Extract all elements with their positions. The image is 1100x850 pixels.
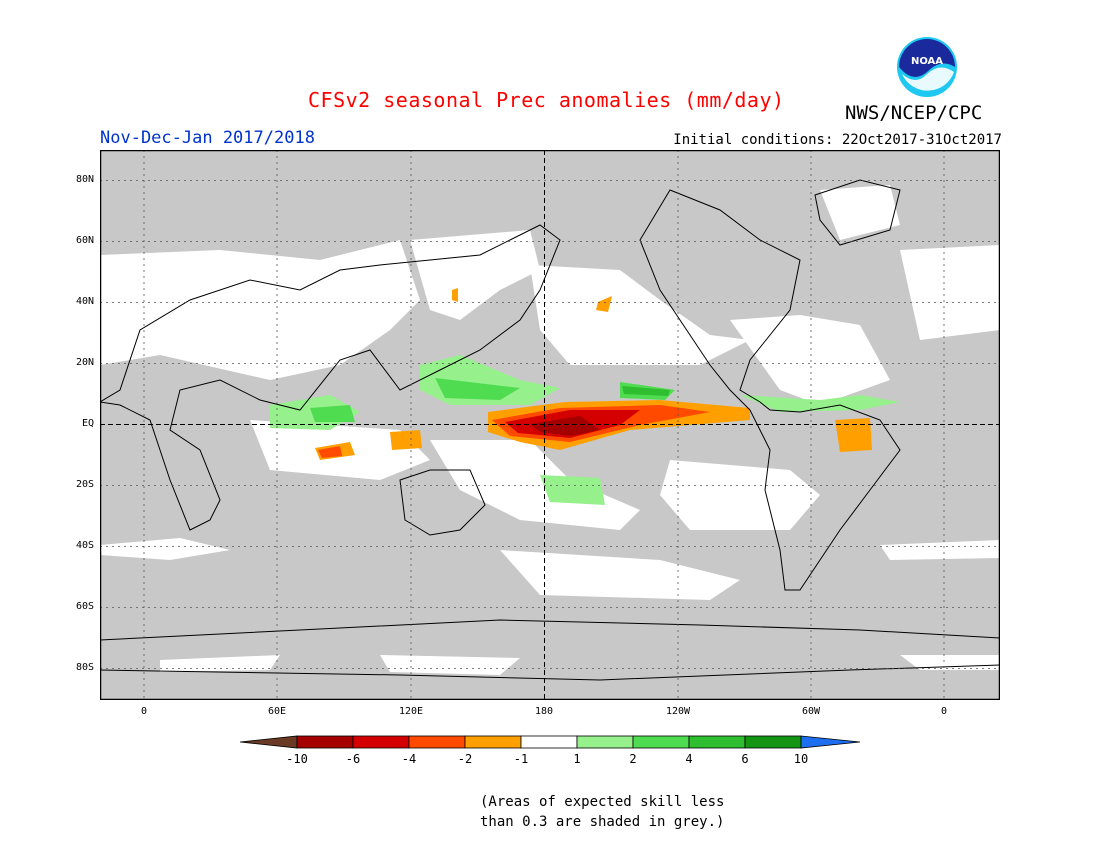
legend-label: -6 bbox=[345, 752, 361, 766]
legend-label: 10 bbox=[793, 752, 809, 766]
lon-label-60w: 60W bbox=[801, 706, 821, 717]
legend-label: 4 bbox=[685, 752, 693, 766]
legend-swatch bbox=[296, 735, 354, 749]
legend-swatch bbox=[576, 735, 634, 749]
lon-label-0-east: 0 bbox=[940, 706, 948, 717]
lon-label-0: 0 bbox=[140, 706, 148, 717]
season-label: Nov-Dec-Jan 2017/2018 bbox=[100, 128, 315, 148]
legend-swatch bbox=[632, 735, 690, 749]
legend-swatch-max bbox=[800, 735, 860, 749]
legend-swatch bbox=[408, 735, 466, 749]
legend-label: 6 bbox=[741, 752, 749, 766]
legend-swatch bbox=[520, 735, 578, 749]
legend-label: 2 bbox=[629, 752, 637, 766]
chart-title: CFSv2 seasonal Prec anomalies (mm/day) bbox=[308, 88, 785, 112]
lat-label-20s: 20S bbox=[75, 479, 94, 490]
skill-note: (Areas of expected skill less than 0.3 a… bbox=[480, 792, 724, 832]
legend-label: -1 bbox=[513, 752, 529, 766]
lat-label-40n: 40N bbox=[75, 296, 94, 307]
lat-label-80n: 80N bbox=[75, 174, 94, 185]
lon-label-120e: 120E bbox=[398, 706, 424, 717]
lat-label-60n: 60N bbox=[75, 235, 94, 246]
lon-label-180: 180 bbox=[534, 706, 554, 717]
legend-label: -2 bbox=[457, 752, 473, 766]
skill-note-line-1: (Areas of expected skill less bbox=[480, 794, 725, 810]
lon-label-120w: 120W bbox=[665, 706, 691, 717]
legend-swatch bbox=[464, 735, 522, 749]
legend-label: -4 bbox=[401, 752, 417, 766]
lat-label-eq: EQ bbox=[81, 418, 94, 429]
lon-label-60e: 60E bbox=[267, 706, 287, 717]
lat-label-80s: 80S bbox=[75, 662, 94, 673]
legend-label: 1 bbox=[573, 752, 581, 766]
lat-label-60s: 60S bbox=[75, 601, 94, 612]
legend-label: -10 bbox=[286, 752, 308, 766]
legend-swatch bbox=[744, 735, 802, 749]
precip-anomaly-map bbox=[100, 150, 1000, 700]
initial-conditions-label: Initial conditions: 22Oct2017-31Oct2017 bbox=[673, 132, 1002, 148]
logo-text: NOAA bbox=[911, 56, 943, 67]
legend-swatch bbox=[688, 735, 746, 749]
skill-note-line-2: than 0.3 are shaded in grey.) bbox=[480, 814, 725, 830]
noaa-logo: NOAA bbox=[896, 36, 958, 98]
legend-color-bar bbox=[240, 735, 860, 749]
legend-swatch bbox=[352, 735, 410, 749]
lat-label-20n: 20N bbox=[75, 357, 94, 368]
lat-label-40s: 40S bbox=[75, 540, 94, 551]
organization-label: NWS/NCEP/CPC bbox=[845, 102, 983, 124]
legend-swatch-min bbox=[240, 735, 298, 749]
